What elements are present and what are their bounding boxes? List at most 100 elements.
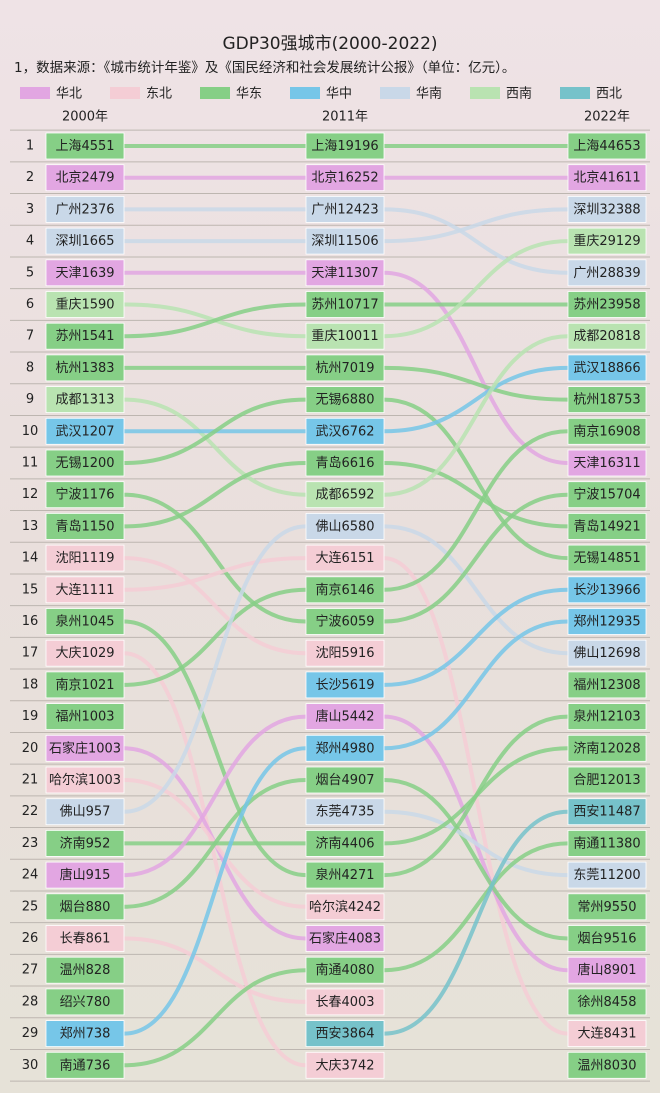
rank-label: 26 bbox=[22, 931, 39, 946]
city-name: 天津 bbox=[311, 265, 337, 280]
city-name: 天津 bbox=[55, 265, 81, 280]
city-box bbox=[567, 608, 647, 635]
city-name: 沈阳 bbox=[55, 551, 81, 566]
city-value: 1176 bbox=[81, 487, 114, 502]
city-label: 绍兴780 bbox=[60, 994, 111, 1009]
city-name: 南京 bbox=[315, 581, 341, 597]
city-value: 780 bbox=[86, 994, 111, 1009]
rank-label: 20 bbox=[22, 741, 39, 756]
city-value: 1313 bbox=[81, 392, 114, 407]
city-value: 16252 bbox=[337, 170, 378, 185]
city-value: 2376 bbox=[81, 202, 114, 217]
link bbox=[383, 524, 569, 656]
city-label: 温州828 bbox=[60, 963, 111, 978]
city-label: 郑州4980 bbox=[315, 741, 374, 756]
city-value: 23958 bbox=[599, 297, 640, 312]
city-name: 北京 bbox=[573, 170, 599, 185]
city-name: 长沙 bbox=[573, 582, 599, 597]
city-box bbox=[305, 227, 385, 255]
city-label: 天津1639 bbox=[55, 265, 114, 280]
city-box bbox=[45, 576, 125, 604]
legend-swatch bbox=[470, 87, 500, 99]
city-name: 泉州 bbox=[55, 613, 81, 629]
city-value: 10011 bbox=[337, 329, 378, 344]
city-label: 沈阳5916 bbox=[315, 646, 374, 661]
link bbox=[123, 619, 307, 878]
city-label: 无锡6880 bbox=[315, 392, 374, 407]
city-value: 4406 bbox=[341, 836, 374, 851]
city-box bbox=[567, 925, 647, 952]
city-label: 广州12423 bbox=[311, 202, 378, 217]
city-name: 南通 bbox=[573, 835, 599, 851]
city-label: 成都6592 bbox=[315, 487, 374, 502]
city-name: 广州 bbox=[311, 202, 337, 217]
city-box bbox=[567, 893, 647, 921]
rank-label: 25 bbox=[22, 899, 39, 914]
city-box bbox=[567, 544, 647, 572]
city-name: 无锡 bbox=[315, 392, 341, 407]
link bbox=[123, 556, 307, 592]
city-box bbox=[45, 893, 125, 921]
city-name: 上海 bbox=[55, 139, 81, 154]
city-name: 杭州 bbox=[55, 360, 81, 375]
city-box bbox=[45, 544, 125, 572]
city-box bbox=[305, 195, 385, 223]
city-box bbox=[305, 956, 385, 984]
city-label: 宁波6059 bbox=[315, 613, 374, 629]
link bbox=[123, 461, 307, 529]
city-value: 12698 bbox=[599, 646, 640, 661]
city-label: 佛山6580 bbox=[315, 519, 374, 534]
city-label: 济南12028 bbox=[573, 740, 640, 756]
city-box bbox=[567, 830, 647, 857]
city-box bbox=[45, 259, 125, 287]
city-name: 宁波 bbox=[55, 486, 81, 502]
city-name: 武汉 bbox=[573, 360, 599, 375]
city-box bbox=[567, 132, 647, 160]
city-name: 济南 bbox=[60, 835, 86, 851]
city-value: 8458 bbox=[603, 994, 636, 1009]
city-name: 武汉 bbox=[55, 424, 81, 439]
city-name: 广州 bbox=[573, 265, 599, 280]
city-name: 哈尔滨 bbox=[309, 898, 348, 914]
city-name: 郑州 bbox=[315, 741, 341, 756]
city-box bbox=[305, 1020, 385, 1047]
link bbox=[123, 492, 307, 624]
city-name: 成都 bbox=[315, 487, 341, 502]
city-label: 烟台880 bbox=[60, 899, 111, 914]
city-name: 郑州 bbox=[573, 614, 599, 629]
city-box bbox=[567, 259, 647, 287]
city-label: 天津11307 bbox=[311, 265, 378, 280]
city-label: 苏州1541 bbox=[55, 328, 114, 344]
city-value: 4271 bbox=[341, 868, 374, 883]
city-label: 南京1021 bbox=[55, 676, 114, 692]
city-box bbox=[45, 481, 125, 509]
city-value: 11380 bbox=[599, 836, 640, 851]
city-name: 佛山 bbox=[60, 804, 86, 819]
city-name: 常州 bbox=[577, 899, 603, 914]
city-value: 6762 bbox=[341, 424, 374, 439]
city-box bbox=[567, 322, 647, 350]
city-label: 唐山915 bbox=[60, 867, 111, 883]
city-box bbox=[305, 861, 385, 889]
city-value: 2479 bbox=[81, 170, 114, 185]
city-name: 佛山 bbox=[315, 519, 341, 534]
city-box bbox=[305, 417, 385, 445]
column-header: 2011年 bbox=[322, 110, 368, 125]
city-value: 6146 bbox=[341, 582, 374, 597]
rank-label: 11 bbox=[22, 456, 39, 471]
city-name: 南京 bbox=[55, 676, 81, 692]
city-box bbox=[305, 639, 385, 667]
city-label: 哈尔滨1003 bbox=[49, 772, 121, 788]
city-name: 苏州 bbox=[311, 296, 337, 312]
city-value: 29129 bbox=[599, 234, 640, 249]
city-value: 5442 bbox=[341, 709, 374, 724]
city-name: 广州 bbox=[55, 202, 81, 217]
city-value: 11506 bbox=[337, 234, 378, 249]
link bbox=[383, 365, 569, 434]
city-label: 北京2479 bbox=[55, 170, 114, 185]
city-value: 861 bbox=[86, 931, 111, 946]
city-name: 福州 bbox=[573, 677, 599, 692]
legend-swatch bbox=[110, 87, 140, 99]
city-value: 4083 bbox=[348, 931, 381, 946]
city-name: 长春 bbox=[315, 994, 341, 1009]
